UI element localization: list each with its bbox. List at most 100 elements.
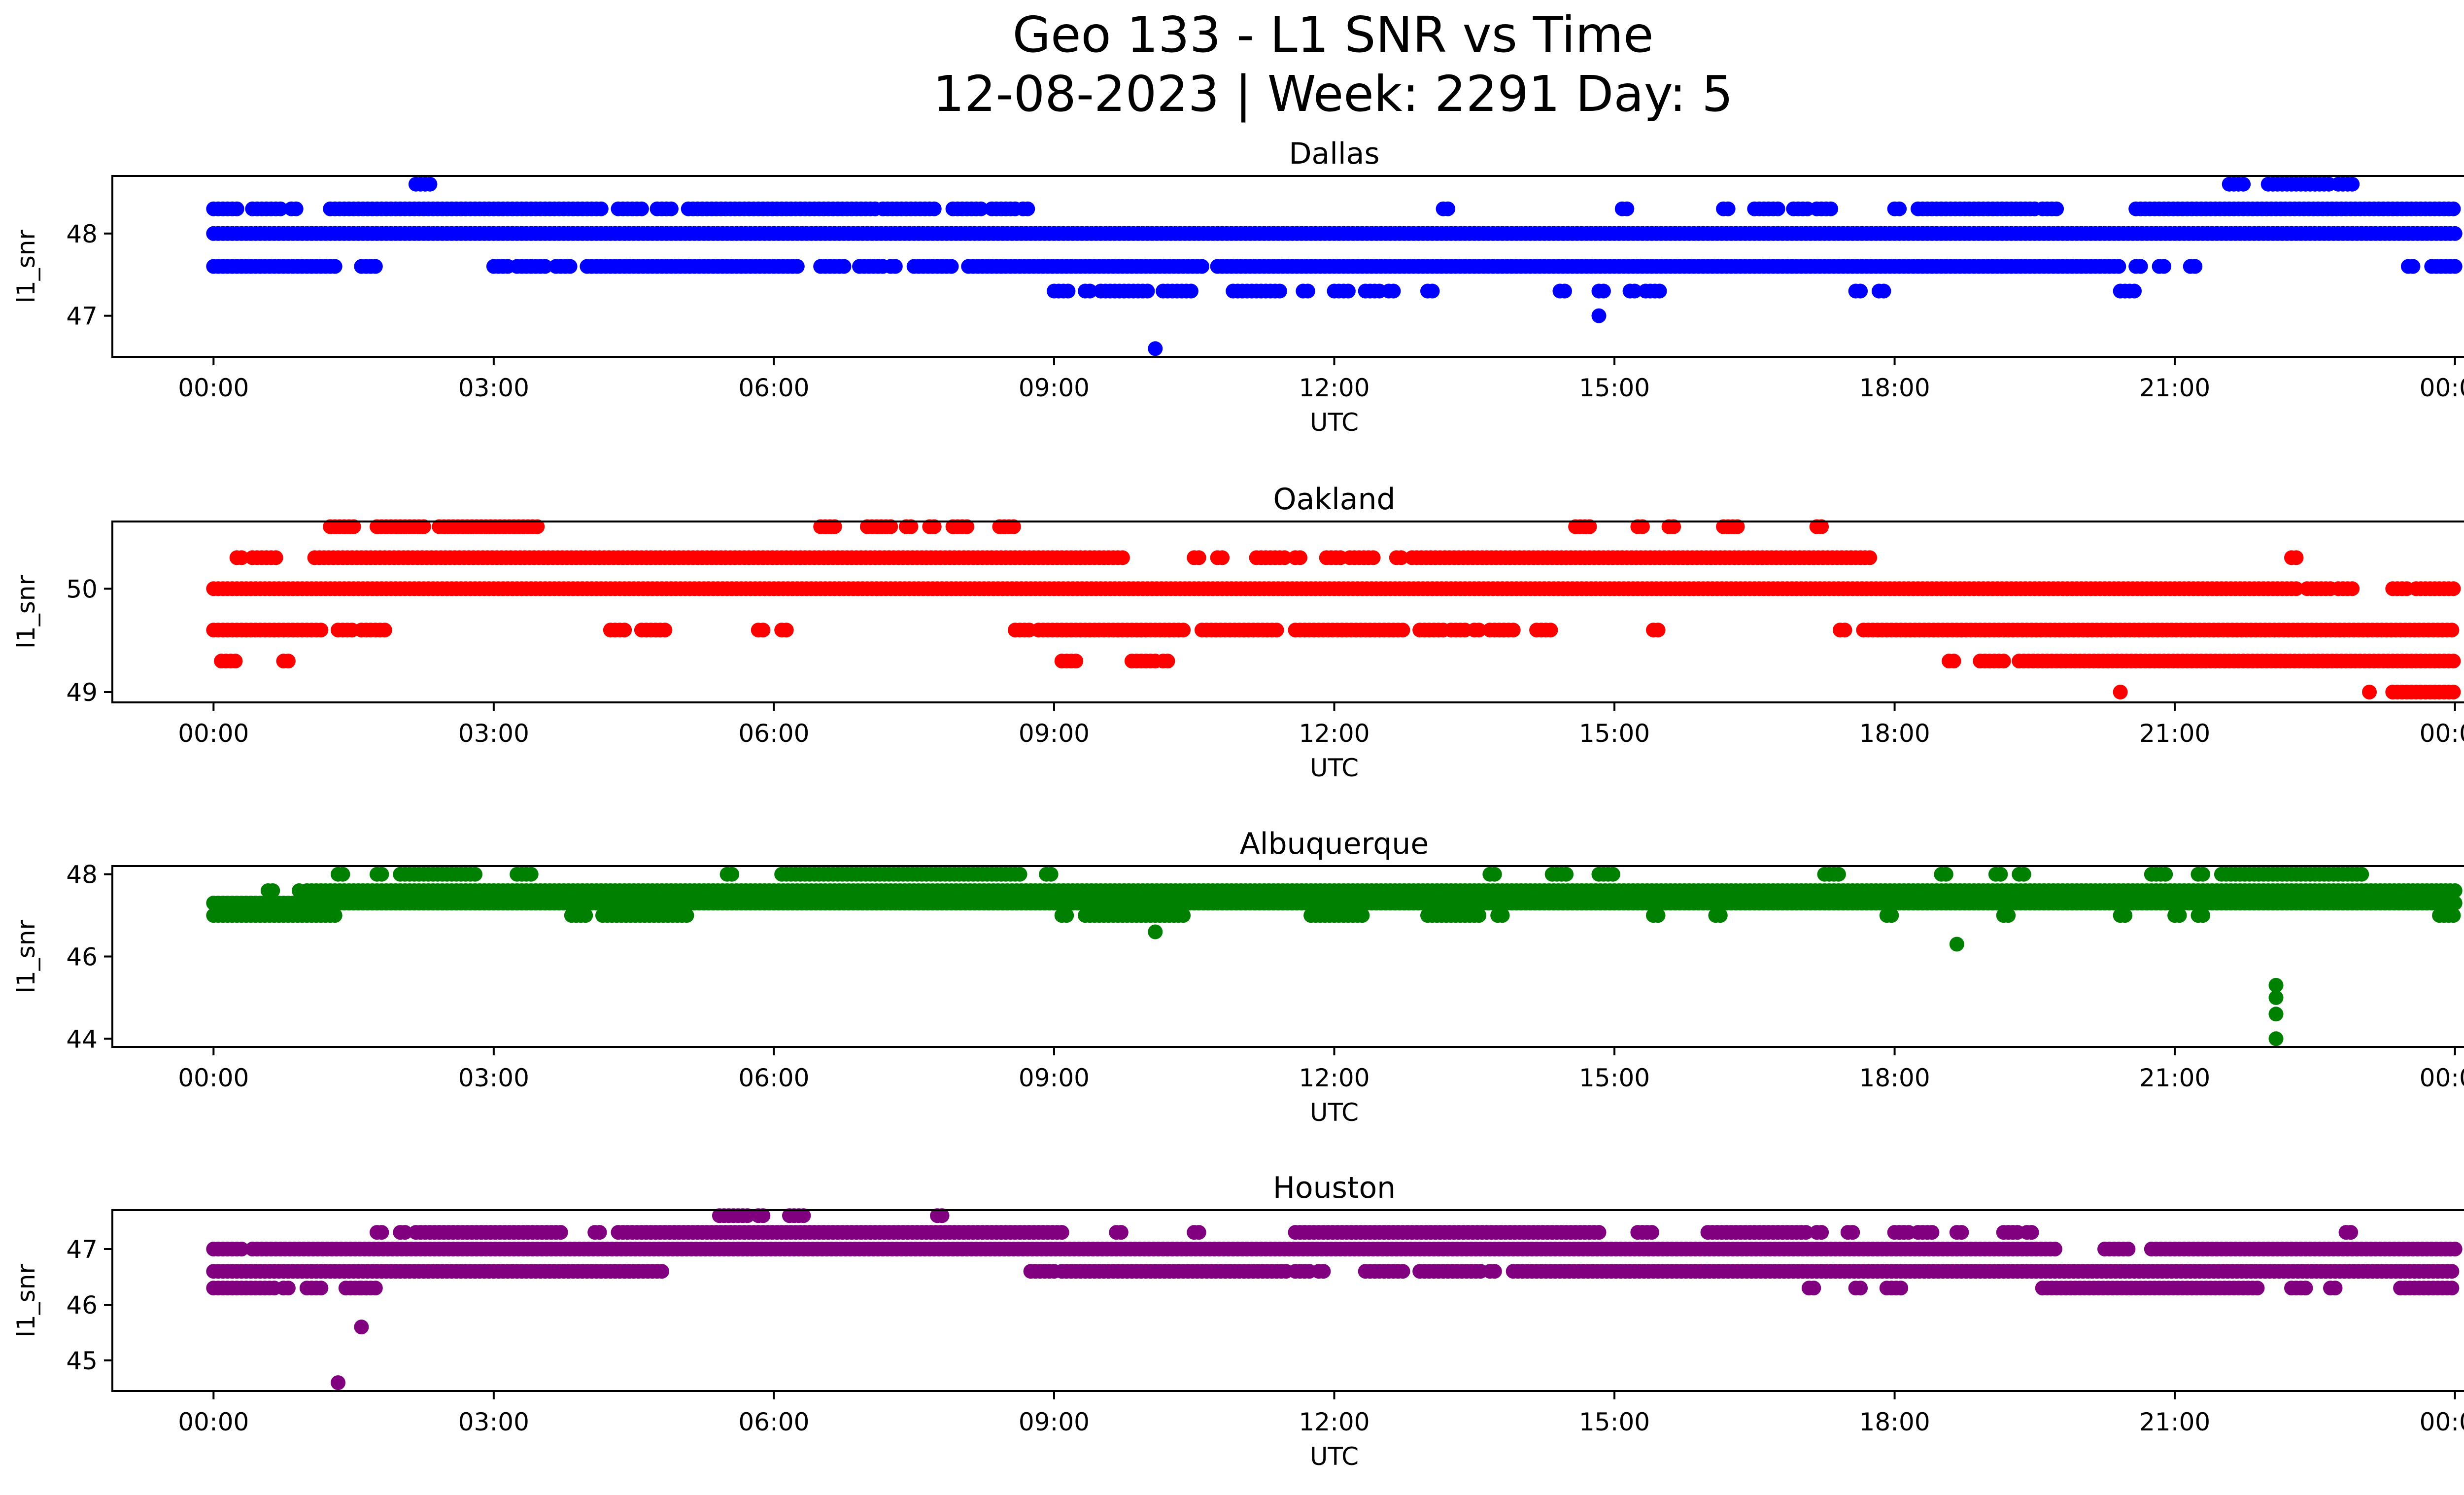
- data-point: [1557, 283, 1572, 299]
- data-point: [779, 623, 794, 638]
- data-point: [2113, 685, 2128, 699]
- data-point: [2049, 201, 2064, 216]
- data-point: [2446, 581, 2461, 596]
- data-point: [468, 867, 482, 882]
- data-point: [1650, 908, 1666, 923]
- data-point: [1823, 201, 1839, 216]
- data-point: [2268, 1031, 2284, 1046]
- data-point: [926, 519, 942, 534]
- data-point: [1993, 867, 2008, 882]
- data-point: [523, 867, 539, 882]
- data-point: [1892, 201, 1907, 216]
- x-axis-label: UTC: [1310, 1098, 1359, 1127]
- data-point: [1652, 283, 1667, 299]
- data-point: [327, 259, 342, 274]
- data-point: [1559, 867, 1574, 882]
- series-2: [214, 654, 2461, 669]
- data-point: [1160, 654, 1175, 669]
- figure-title-line2: 12-08-2023 | Week: 2291 Day: 5: [933, 65, 1733, 123]
- data-point: [1806, 1281, 1821, 1296]
- data-point: [273, 201, 288, 216]
- data-point: [1355, 908, 1370, 923]
- data-point: [374, 867, 389, 882]
- data-point: [1191, 1225, 1206, 1240]
- data-point: [553, 1225, 568, 1240]
- data-point: [229, 201, 244, 216]
- data-point: [1893, 1281, 1909, 1296]
- data-point: [228, 654, 243, 669]
- data-points: [206, 176, 2463, 356]
- data-point: [2289, 550, 2304, 565]
- data-point: [1006, 519, 1021, 534]
- series-3: [408, 176, 2360, 192]
- data-point: [973, 201, 989, 216]
- data-point: [789, 259, 805, 274]
- data-point: [1300, 283, 1315, 299]
- data-point: [1148, 924, 1163, 939]
- data-point: [1862, 550, 1878, 565]
- data-point: [1853, 283, 1868, 299]
- x-tick-label: 09:00: [1019, 719, 1090, 748]
- data-point: [1386, 283, 1401, 299]
- series-0: [206, 1264, 2460, 1279]
- data-point: [1487, 1264, 1502, 1279]
- data-point: [1115, 550, 1130, 565]
- series-5: [1949, 937, 1964, 952]
- data-point: [2444, 623, 2460, 638]
- series-1: [206, 1281, 2460, 1296]
- data-point: [2172, 908, 2187, 923]
- data-point: [1996, 654, 2011, 669]
- series-4: [1148, 924, 1163, 939]
- data-point: [1054, 1225, 1069, 1240]
- data-point: [2195, 867, 2210, 882]
- series-4: [323, 519, 1829, 534]
- data-point: [416, 519, 431, 534]
- x-tick-label: 12:00: [1299, 1064, 1369, 1092]
- x-tick-label: 03:00: [458, 719, 529, 748]
- data-point: [2447, 896, 2463, 911]
- data-point: [1837, 623, 1852, 638]
- data-point: [2446, 201, 2461, 216]
- data-point: [1191, 550, 1206, 565]
- data-point: [2446, 908, 2461, 923]
- series-7: [2268, 990, 2284, 1005]
- data-point: [1949, 937, 1964, 952]
- data-points: [206, 867, 2463, 1046]
- data-point: [1495, 908, 1510, 923]
- data-point: [1020, 201, 1035, 216]
- y-axis-label: l1_snr: [12, 920, 40, 993]
- data-point: [2133, 259, 2148, 274]
- data-point: [1666, 519, 1681, 534]
- data-point: [1591, 308, 1607, 323]
- data-point: [1113, 1225, 1129, 1240]
- data-point: [1946, 654, 1961, 669]
- series-3: [229, 550, 2304, 565]
- x-tick-label: 06:00: [738, 719, 809, 748]
- y-tick-label: 44: [66, 1025, 98, 1053]
- data-point: [1730, 519, 1745, 534]
- data-point: [346, 519, 361, 534]
- data-point: [2016, 867, 2031, 882]
- data-point: [1635, 519, 1650, 534]
- data-point: [617, 623, 632, 638]
- data-point: [1938, 867, 1953, 882]
- data-point: [724, 867, 740, 882]
- data-point: [634, 201, 649, 216]
- data-point: [1176, 908, 1191, 923]
- x-tick-label: 09:00: [1019, 1064, 1090, 1092]
- x-tick-label: 18:00: [1859, 719, 1930, 748]
- data-point: [1277, 550, 1292, 565]
- data-point: [1472, 908, 1487, 923]
- subplot-albuquerque: 00:00 03:00 06:00 09:00 12:00 15:00 18:00 21:00…: [12, 827, 2464, 1127]
- data-point: [836, 259, 852, 274]
- data-point: [368, 259, 383, 274]
- data-point: [2156, 259, 2171, 274]
- data-point: [1543, 623, 1558, 638]
- data-point: [654, 1264, 669, 1279]
- x-tick-label: 15:00: [1579, 1064, 1650, 1092]
- data-point: [2447, 883, 2463, 898]
- x-tick-label: 00:00: [2420, 719, 2464, 748]
- y-axis-label: l1_snr: [12, 230, 40, 303]
- data-point: [1215, 550, 1230, 565]
- data-point: [2268, 990, 2284, 1005]
